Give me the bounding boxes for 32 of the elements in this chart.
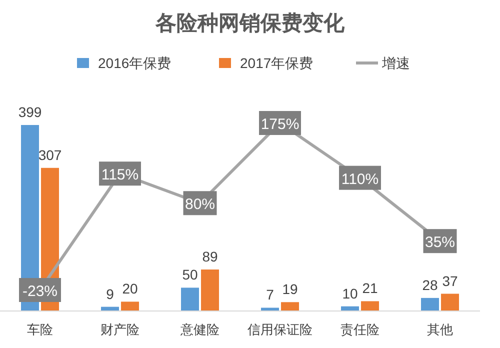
bar (421, 298, 439, 311)
data-label: 19 (282, 281, 298, 298)
bar (441, 294, 459, 311)
data-label: 28 (422, 276, 438, 293)
data-label: 399 (18, 104, 42, 120)
chart-title: 各险种网销保费变化 (154, 11, 346, 35)
data-label: 50 (182, 266, 198, 283)
data-label: 7 (266, 286, 274, 303)
bar (281, 302, 299, 311)
legend-label: 2016年保费 (98, 55, 172, 71)
data-label: 37 (442, 272, 458, 289)
data-label: 89 (202, 248, 218, 265)
data-label: 20 (122, 280, 138, 297)
bar (361, 301, 379, 311)
bar (201, 270, 219, 311)
x-tick-label: 其他 (427, 322, 453, 337)
legend-label: 增速 (381, 55, 410, 71)
x-tick-label: 车险 (27, 322, 53, 337)
bar (181, 288, 199, 311)
data-label: 21 (362, 280, 378, 296)
x-tick-label: 意健险 (180, 322, 220, 337)
data-label: 10 (342, 285, 358, 302)
x-tick-label: 信用保证险 (248, 322, 312, 337)
data-label: 80% (184, 196, 216, 214)
data-label: 35% (424, 234, 456, 252)
bar (121, 302, 139, 311)
legend-label: 2017年保费 (240, 55, 314, 71)
data-label: 9 (106, 286, 114, 302)
bar (261, 308, 279, 311)
data-label: 307 (38, 146, 62, 163)
x-tick-label: 财产险 (100, 322, 140, 337)
x-tick-label: 责任险 (340, 322, 380, 337)
